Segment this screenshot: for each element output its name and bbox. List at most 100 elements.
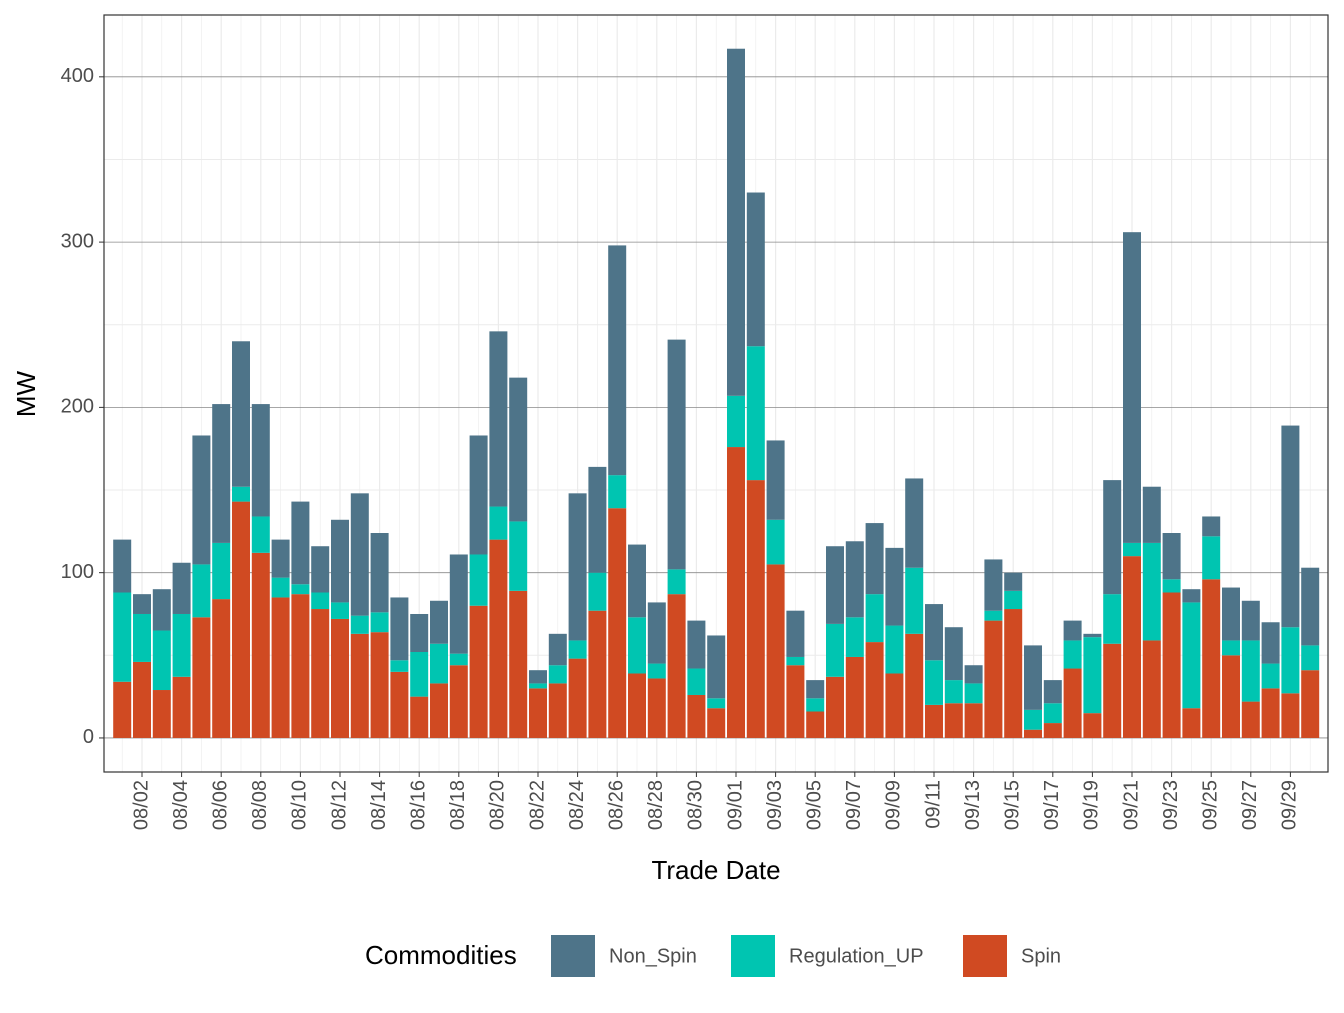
bar-segment <box>410 613 429 653</box>
bar-segment <box>271 577 290 598</box>
bar-segment <box>984 620 1003 738</box>
bar-segment <box>1103 594 1122 644</box>
bar-segment <box>370 612 389 633</box>
bar-segment <box>568 493 587 641</box>
bar-segment <box>1261 663 1280 689</box>
bar-segment <box>1063 640 1082 669</box>
bar-segment <box>1103 643 1122 738</box>
bar-segment <box>1004 609 1023 738</box>
bar-segment <box>192 564 211 618</box>
bar-segment <box>350 615 369 634</box>
x-tick-label: 08/10 <box>289 780 311 830</box>
bar-segment <box>331 618 349 738</box>
bar-segment <box>1142 542 1161 641</box>
y-tick-label: 0 <box>83 726 94 748</box>
bar-segment <box>192 435 211 565</box>
bar-segment <box>232 501 250 738</box>
bar-segment <box>707 698 726 709</box>
bar-segment <box>766 564 785 738</box>
x-tick-label: 08/16 <box>407 780 429 830</box>
bar-segment <box>1083 633 1102 638</box>
bar-segment <box>628 617 646 674</box>
bar-segment <box>548 633 567 666</box>
bar-segment <box>845 541 864 618</box>
bar-segment <box>1024 729 1042 738</box>
bar-segment <box>1043 723 1062 738</box>
bar-segment <box>152 589 171 631</box>
bar-segment <box>370 532 389 613</box>
x-tick-label: 09/13 <box>962 780 984 830</box>
bar-segment <box>925 660 943 705</box>
bar-segment <box>727 48 745 396</box>
bar-segment <box>350 633 369 738</box>
bar-segment <box>1162 592 1181 738</box>
bar-segment <box>1024 709 1042 730</box>
bar-segment <box>548 683 567 738</box>
bar-segment <box>628 544 646 618</box>
x-tick-label: 08/04 <box>170 780 192 830</box>
bar-segment <box>331 602 349 619</box>
bar-segment <box>1281 425 1300 628</box>
x-tick-label: 09/27 <box>1239 780 1261 830</box>
bar-segment <box>1182 602 1201 709</box>
plot-border <box>103 14 1329 773</box>
x-tick-label: 09/01 <box>724 780 746 830</box>
bar-segment <box>430 600 448 644</box>
x-tick-label: 08/08 <box>249 780 271 830</box>
bar-segment <box>1142 486 1161 543</box>
bar-segment <box>667 339 686 570</box>
bar-segment <box>291 584 310 595</box>
bar-segment <box>251 516 270 553</box>
bar-segment <box>944 703 963 738</box>
bar-segment <box>1202 579 1221 738</box>
x-tick-label: 09/11 <box>922 780 944 829</box>
bar-segment <box>390 671 409 738</box>
bar-segment <box>1043 703 1062 724</box>
bar-segment <box>588 610 607 738</box>
bar-segment <box>1063 620 1082 641</box>
bar-segment <box>766 440 785 520</box>
bar-segment <box>291 594 310 738</box>
x-tick-label: 08/24 <box>566 780 588 830</box>
bar-segment <box>1182 708 1201 738</box>
bar-segment <box>469 554 488 606</box>
x-tick-label: 09/05 <box>803 780 825 830</box>
bar-segment <box>707 635 726 699</box>
bar-segment <box>212 404 231 543</box>
bar-segment <box>647 602 666 664</box>
bar-segment <box>1043 680 1062 704</box>
bar-segment <box>746 192 765 347</box>
bar-segment <box>529 670 547 684</box>
x-tick-label: 09/03 <box>764 780 786 830</box>
y-axis-title: MW <box>11 370 41 417</box>
bar-segment <box>647 663 666 679</box>
bar-segment <box>311 609 330 738</box>
bar-segment <box>707 708 726 738</box>
bar-segment <box>1123 542 1141 557</box>
x-tick-label: 09/07 <box>843 780 865 830</box>
bar-segment <box>746 480 765 738</box>
bar-segment <box>430 643 448 684</box>
bar-segment <box>608 245 627 476</box>
bar-segment <box>311 592 330 610</box>
bar-segment <box>628 673 646 738</box>
x-tick-label: 08/14 <box>368 780 390 830</box>
bar-segment <box>212 542 231 600</box>
bar-segment <box>449 665 468 738</box>
bar-segment <box>449 554 468 654</box>
bar-segment <box>687 668 706 695</box>
bar-segment <box>291 501 310 585</box>
x-tick-label: 09/09 <box>883 780 905 830</box>
bar-segment <box>1281 693 1300 738</box>
bar-segment <box>826 676 844 738</box>
bar-segment <box>548 665 567 684</box>
bar-segment <box>1222 640 1240 656</box>
x-tick-label: 08/06 <box>209 780 231 830</box>
x-axis-title: Trade Date <box>651 855 780 885</box>
x-tick-label: 09/15 <box>1001 780 1023 830</box>
bar-segment <box>172 676 191 738</box>
bar-segment <box>687 694 706 738</box>
x-tick-label: 09/17 <box>1041 780 1063 830</box>
bar-segment <box>1222 655 1240 738</box>
